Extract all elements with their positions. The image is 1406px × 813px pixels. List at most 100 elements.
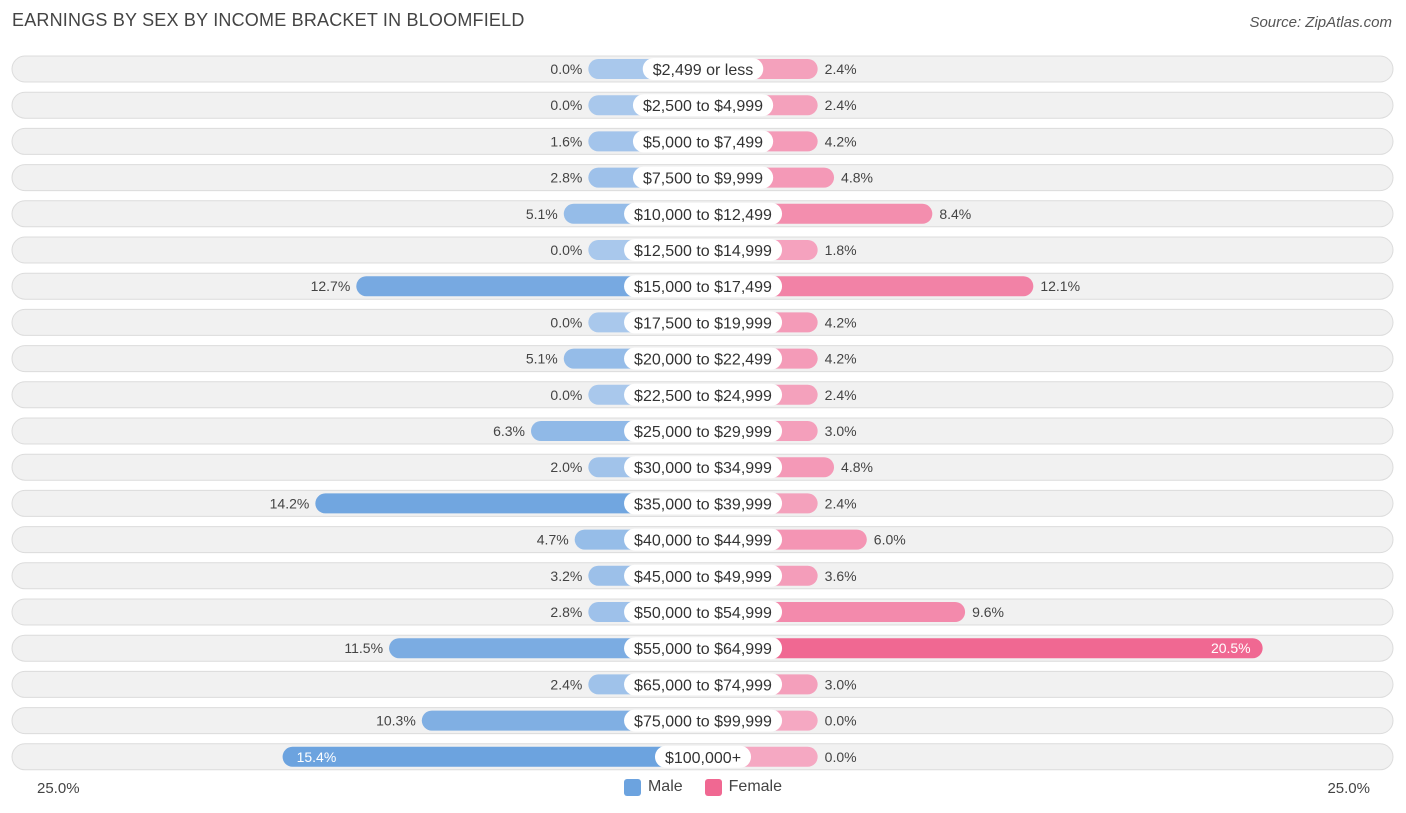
female-value-label: 3.0% [825, 423, 857, 439]
category-label-pill [632, 94, 774, 117]
male-swatch [623, 778, 641, 796]
male-value-label: 15.4% [297, 749, 337, 765]
female-value-label: 2.4% [825, 387, 857, 403]
legend-male-label: Male [647, 778, 683, 795]
category-label-pill [624, 275, 783, 298]
male-bar [282, 746, 703, 767]
male-value-label: 2.0% [550, 459, 582, 475]
chart-row: 2.8% 4.8% $7,500 to $9,999 [11, 164, 1394, 192]
male-value-label: 14.2% [270, 495, 310, 511]
category-label: $20,000 to $22,499 [634, 352, 772, 369]
male-value-label: 2.8% [550, 604, 582, 620]
male-value-label: 2.4% [550, 676, 582, 692]
chart-row: 3.2% 3.6% $45,000 to $49,999 [11, 562, 1394, 590]
category-label-pill [624, 347, 783, 370]
male-value-label: 11.5% [344, 640, 383, 656]
category-label-pill [654, 745, 752, 768]
male-value-label: 5.1% [526, 351, 558, 367]
female-value-label: 4.8% [841, 459, 873, 475]
female-value-label: 12.1% [1040, 278, 1080, 294]
axis-right-label: 25.0% [1327, 780, 1370, 797]
category-label-pill [624, 420, 783, 442]
category-label-pill [624, 637, 783, 660]
male-bar [315, 493, 703, 514]
female-swatch [704, 778, 722, 796]
male-value-label: 6.3% [493, 423, 525, 439]
legend: Male Female [0, 778, 1406, 796]
category-label-pill [624, 528, 783, 551]
chart-row: 4.7% 6.0% $40,000 to $44,999 [11, 526, 1394, 554]
chart-row: 2.4% 3.0% $65,000 to $74,999 [11, 670, 1394, 698]
category-label: $35,000 to $39,999 [634, 496, 772, 513]
female-value-label: 3.0% [825, 676, 857, 692]
male-value-label: 0.0% [550, 97, 582, 113]
category-label: $55,000 to $64,999 [634, 641, 772, 658]
female-value-label: 4.2% [825, 351, 857, 367]
female-bar [703, 276, 1034, 297]
chart-row: 0.0% 2.4% $2,500 to $4,999 [11, 91, 1394, 119]
category-label-pill [624, 709, 783, 732]
category-label-pill [632, 130, 774, 153]
male-value-label: 12.7% [311, 278, 351, 294]
chart-row: 0.0% 4.2% $17,500 to $19,999 [11, 308, 1394, 336]
female-value-label: 9.6% [972, 604, 1004, 620]
female-value-label: 8.4% [939, 206, 971, 222]
legend-female-label: Female [728, 778, 783, 795]
category-label: $65,000 to $74,999 [634, 677, 772, 694]
male-value-label: 2.8% [550, 170, 582, 186]
male-value-label: 1.6% [550, 133, 582, 149]
female-value-label: 4.2% [825, 133, 857, 149]
chart-row: 5.1% 4.2% $20,000 to $22,499 [11, 345, 1394, 373]
category-label-pill [624, 239, 783, 261]
category-label: $40,000 to $44,999 [634, 533, 772, 550]
category-label-pill [624, 456, 783, 479]
category-label: $12,500 to $14,999 [634, 243, 772, 260]
category-label-pill [624, 601, 783, 623]
category-label: $2,500 to $4,999 [643, 98, 763, 115]
category-label-pill [624, 564, 783, 587]
category-label: $25,000 to $29,999 [634, 424, 772, 441]
female-value-label: 0.0% [825, 713, 857, 729]
legend-item-female[interactable]: Female [704, 778, 783, 796]
category-label: $15,000 to $17,499 [634, 279, 772, 296]
chart-row: 10.3% 0.0% $75,000 to $99,999 [11, 707, 1394, 735]
female-value-label: 20.5% [1211, 640, 1251, 656]
chart-row: 2.8% 9.6% $50,000 to $54,999 [11, 598, 1394, 626]
female-value-label: 6.0% [874, 532, 906, 548]
axis-left-label: 25.0% [37, 780, 80, 797]
chart-row: 11.5% 20.5% $55,000 to $64,999 [11, 634, 1394, 662]
category-label: $50,000 to $54,999 [634, 605, 772, 622]
chart-row: 2.0% 4.8% $30,000 to $34,999 [11, 453, 1394, 481]
male-value-label: 10.3% [376, 713, 416, 729]
chart-row: 12.7% 12.1% $15,000 to $17,499 [11, 272, 1394, 300]
female-value-label: 2.4% [825, 61, 857, 77]
category-label: $7,500 to $9,999 [643, 171, 763, 188]
female-value-label: 4.8% [841, 170, 873, 186]
category-label-pill [624, 202, 783, 225]
male-value-label: 0.0% [550, 61, 582, 77]
category-label: $30,000 to $34,999 [634, 460, 772, 477]
category-label-pill [632, 166, 774, 189]
category-label-pill [624, 492, 783, 515]
male-value-label: 0.0% [550, 314, 582, 330]
category-label-pill [642, 58, 764, 80]
male-value-label: 3.2% [550, 568, 582, 584]
category-label-pill [624, 673, 783, 696]
category-label: $22,500 to $24,999 [634, 388, 772, 405]
male-value-label: 0.0% [550, 387, 582, 403]
female-value-label: 2.4% [825, 495, 857, 511]
category-label: $100,000+ [665, 750, 741, 767]
female-value-label: 1.8% [825, 242, 857, 258]
female-value-label: 4.2% [825, 314, 857, 330]
bar-chart: 0.0% 2.4% $2,499 or less 0.0% 2.4% $2,500 to … [11, 55, 1394, 771]
chart-row: 0.0% 2.4% $2,499 or less [11, 55, 1394, 83]
chart-row: 0.0% 2.4% $22,500 to $24,999 [11, 381, 1394, 409]
male-bar [389, 638, 703, 659]
chart-row: 14.2% 2.4% $35,000 to $39,999 [11, 489, 1394, 517]
category-label-pill [624, 311, 783, 334]
category-label: $17,500 to $19,999 [634, 315, 772, 332]
chart-row: 1.6% 4.2% $5,000 to $7,499 [11, 127, 1394, 155]
female-value-label: 2.4% [825, 97, 857, 113]
male-value-label: 5.1% [526, 206, 558, 222]
legend-item-male[interactable]: Male [623, 778, 683, 796]
